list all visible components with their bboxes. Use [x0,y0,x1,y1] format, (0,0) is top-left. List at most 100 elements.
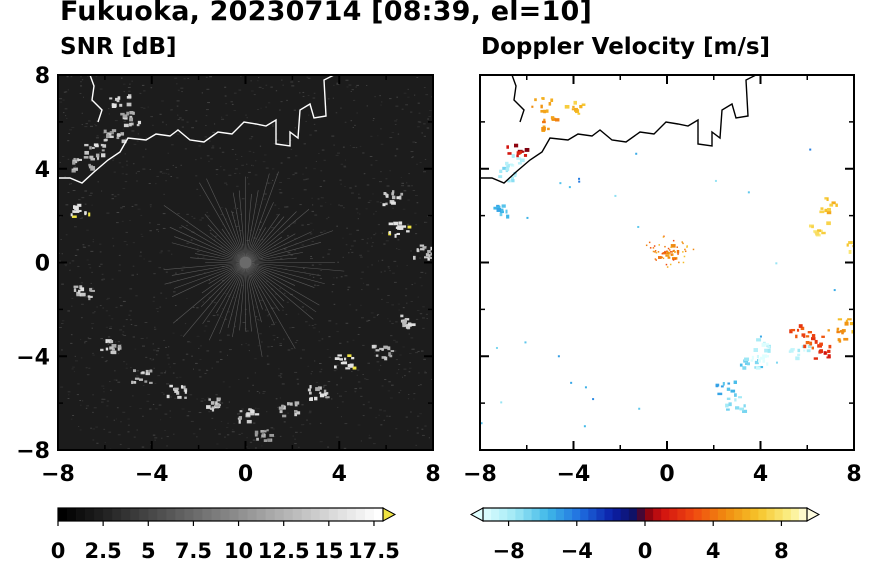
snr-noise-speck [286,206,289,208]
snr-center-ray [245,211,297,263]
doppler-echo-pixel [817,229,822,232]
snr-noise-speck [207,102,211,104]
snr-noise-speck [107,336,111,338]
snr-noise-speck [131,80,134,82]
snr-noise-speck [364,378,367,380]
snr-noise-speck [245,342,247,344]
snr-echo-pixel [84,211,87,216]
snr-noise-speck [369,155,373,157]
snr-noise-speck [335,112,338,114]
doppler-echo-pixel [726,397,731,400]
snr-noise-speck [111,318,114,320]
doppler-echo-pixel [738,396,742,399]
snr-noise-speck [426,318,428,320]
snr-noise-speck [206,155,210,157]
snr-noise-speck [225,427,229,429]
snr-noise-speck [200,400,204,402]
snr-noise-speck [83,246,87,248]
snr-echo-pixel [381,356,386,359]
snr-noise-speck [276,407,280,409]
snr-noise-speck [91,271,93,273]
snr-noise-speck [128,90,131,92]
doppler-echo-pixel [516,151,521,155]
snr-colorbar-bin [274,508,285,521]
doppler-colorbar-bin [572,508,581,521]
snr-noise-speck [221,402,224,404]
snr-echo-pixel [254,433,258,437]
snr-noise-speck [174,397,177,399]
snr-noise-speck [66,117,68,119]
snr-echo-pixel [117,344,122,348]
snr-noise-speck [359,254,362,256]
snr-noise-speck [251,164,253,166]
snr-center-ray [245,262,284,309]
snr-echo-pixel [109,97,113,100]
snr-noise-speck [412,190,416,192]
doppler-echo-pixel [734,406,740,410]
snr-noise-speck [271,227,274,229]
snr-noise-speck [292,174,295,176]
snr-noise-speck [280,376,282,378]
snr-noise-speck [407,199,410,201]
doppler-echo-pixel [511,179,515,183]
snr-echo-pixel [402,323,406,328]
snr-noise-speck [328,249,331,251]
snr-noise-speck [309,222,313,224]
snr-noise-speck [161,437,163,439]
snr-echo-pixel [217,397,221,401]
snr-noise-speck [265,411,268,413]
snr-noise-speck [81,79,84,81]
doppler-echo-pixel [805,335,810,338]
snr-noise-speck [267,346,270,348]
snr-noise-speck [326,218,328,220]
snr-noise-speck [415,318,419,320]
snr-noise-speck [306,76,309,78]
snr-noise-speck [362,282,365,284]
snr-noise-speck [170,396,173,398]
snr-noise-speck [272,428,275,430]
snr-noise-speck [132,242,135,244]
doppler-echo-pixel [796,328,800,332]
snr-echo-pixel [248,408,251,411]
snr-noise-speck [90,282,93,284]
snr-noise-speck [136,370,140,372]
snr-noise-speck [403,368,407,370]
snr-noise-speck [143,107,146,109]
snr-echo-pixel [345,367,351,370]
doppler-center-echo [676,246,679,248]
snr-echo-pixel [101,149,105,152]
snr-noise-speck [165,370,167,372]
snr-noise-speck [299,204,302,206]
doppler-center-echo [658,244,660,246]
snr-noise-speck [270,120,273,122]
snr-noise-speck [260,437,262,439]
snr-echo-pixel [342,361,348,365]
snr-noise-speck [351,251,354,253]
snr-noise-speck [71,297,74,299]
snr-noise-speck [74,254,78,256]
snr-noise-speck [196,188,199,190]
snr-noise-speck [160,250,163,252]
snr-center-ray [245,231,312,263]
snr-noise-speck [122,331,125,333]
snr-noise-speck [221,118,225,120]
snr-echo-pixel [129,122,132,127]
snr-noise-speck [140,214,143,216]
snr-noise-speck [170,175,173,177]
snr-noise-speck [349,187,352,189]
snr-noise-speck [352,339,355,341]
snr-noise-speck [417,126,420,128]
snr-noise-speck [373,234,376,236]
doppler-echo-pixel [751,355,754,360]
snr-noise-speck [425,313,428,315]
snr-colorbar-frame [57,507,384,522]
snr-noise-speck [383,419,385,421]
snr-noise-speck [309,134,312,136]
snr-noise-speck [294,221,297,223]
snr-noise-speck [416,427,419,429]
snr-noise-speck [393,339,396,341]
snr-noise-speck [84,342,86,344]
snr-noise-speck [293,109,296,111]
snr-noise-speck [281,79,283,81]
snr-noise-speck [204,325,208,327]
